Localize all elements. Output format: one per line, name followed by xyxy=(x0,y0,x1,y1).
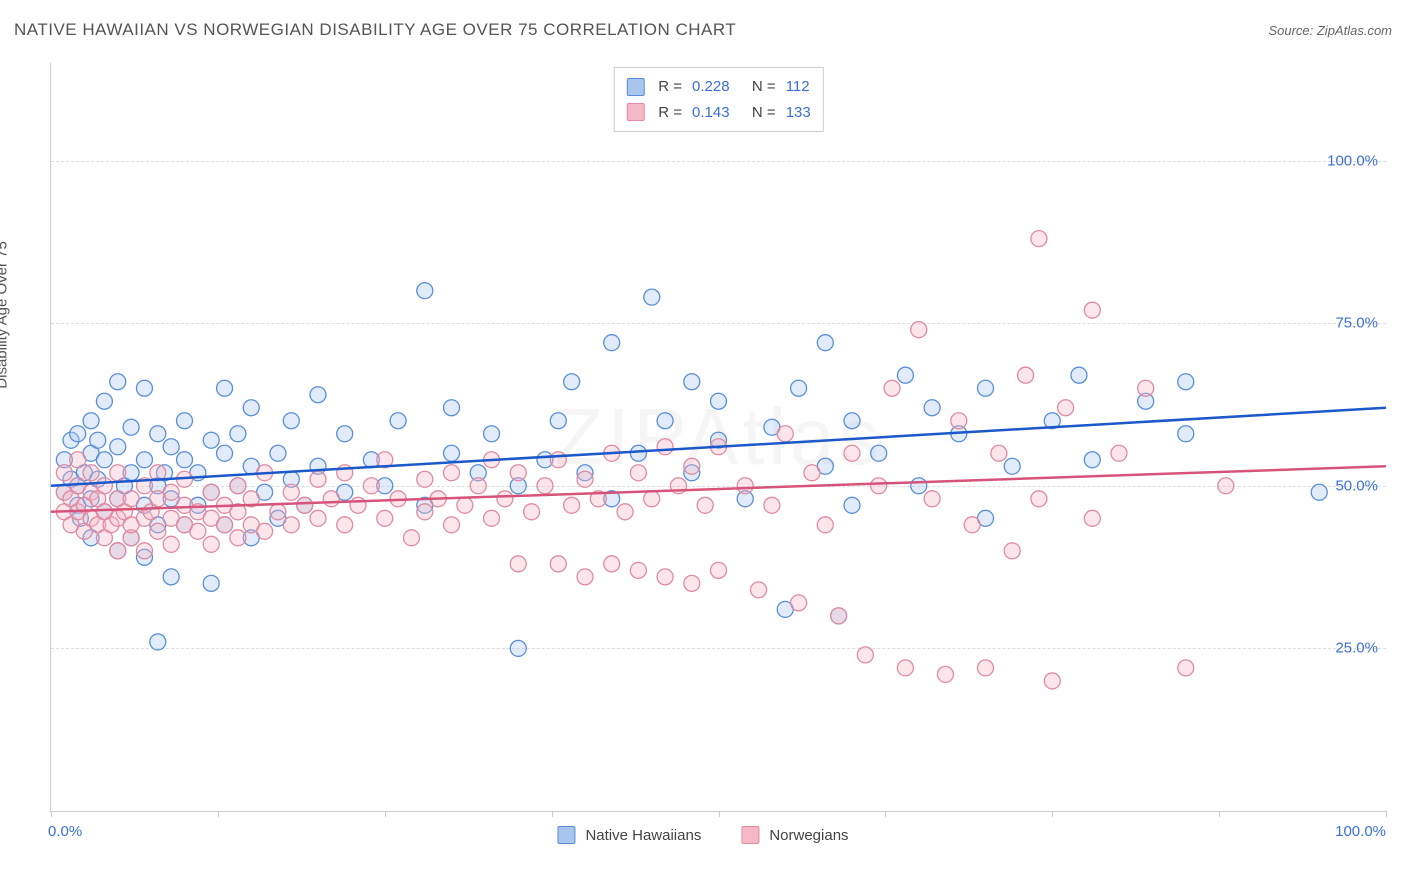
series-legend: Native Hawaiians Norwegians xyxy=(557,826,848,844)
x-tick-max: 100.0% xyxy=(1335,823,1386,840)
chart-title: NATIVE HAWAIIAN VS NORWEGIAN DISABILITY … xyxy=(14,20,736,40)
r-label: R = xyxy=(658,100,682,126)
plot-region: ZIPAtlas R = 0.228 N = 112 R = 0.143 N =… xyxy=(50,63,1386,812)
series1-r-value: 0.228 xyxy=(692,74,730,100)
legend-item-2: Norwegians xyxy=(741,826,848,844)
legend-item-1: Native Hawaiians xyxy=(557,826,701,844)
series1-name: Native Hawaiians xyxy=(585,827,701,844)
series1-swatch-icon xyxy=(626,78,644,96)
series1-n-value: 112 xyxy=(786,74,810,100)
n-label: N = xyxy=(744,100,776,126)
series2-swatch-icon xyxy=(626,103,644,121)
chart-header: NATIVE HAWAIIAN VS NORWEGIAN DISABILITY … xyxy=(14,20,1392,40)
source-label: Source: ZipAtlas.com xyxy=(1268,23,1392,38)
trend-lines-layer xyxy=(51,63,1386,811)
series2-name: Norwegians xyxy=(769,827,848,844)
chart-area: Disability Age Over 75 ZIPAtlas R = 0.22… xyxy=(14,55,1392,852)
stats-row-1: R = 0.228 N = 112 xyxy=(626,74,810,100)
stats-row-2: R = 0.143 N = 133 xyxy=(626,100,810,126)
series2-r-value: 0.143 xyxy=(692,100,730,126)
r-label: R = xyxy=(658,74,682,100)
series1-swatch-icon xyxy=(557,826,575,844)
series2-swatch-icon xyxy=(741,826,759,844)
n-label: N = xyxy=(744,74,776,100)
stats-legend: R = 0.228 N = 112 R = 0.143 N = 133 xyxy=(613,67,823,132)
series2-n-value: 133 xyxy=(786,100,811,126)
x-tick-zero: 0.0% xyxy=(48,823,82,840)
y-axis-label: Disability Age Over 75 xyxy=(0,241,11,389)
